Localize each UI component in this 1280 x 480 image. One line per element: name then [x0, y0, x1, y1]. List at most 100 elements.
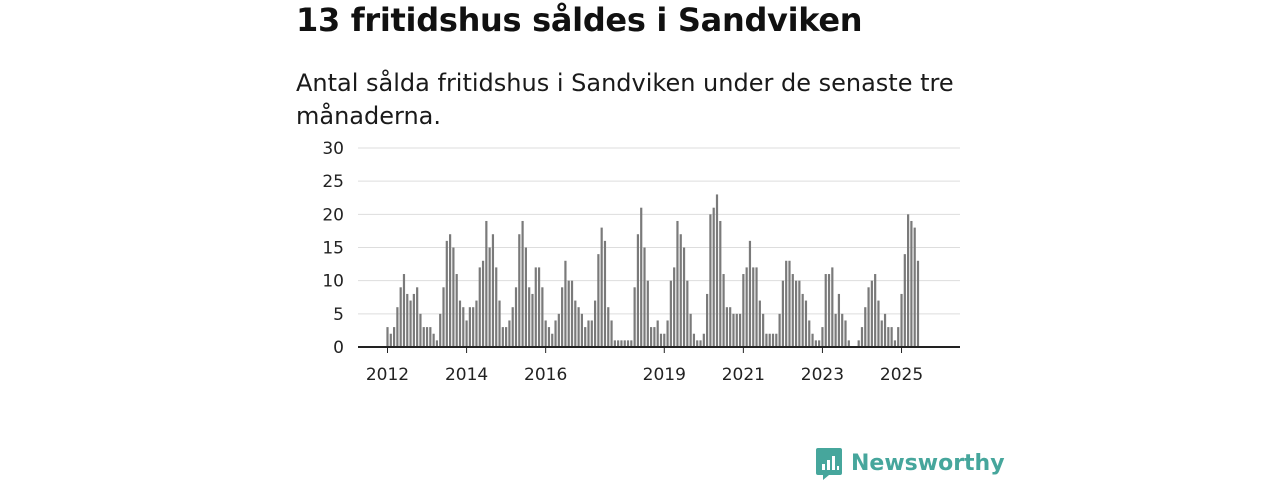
x-tick-label: 2016	[524, 365, 567, 385]
bar	[729, 307, 732, 347]
bar	[653, 327, 656, 347]
bar	[402, 274, 406, 347]
bar	[547, 327, 551, 347]
bar	[439, 313, 442, 347]
bar	[867, 287, 870, 347]
bar	[636, 234, 640, 347]
bar	[495, 267, 498, 347]
bar	[626, 340, 630, 347]
bar	[890, 327, 893, 347]
bar	[416, 287, 419, 347]
bar	[663, 333, 666, 347]
bar	[699, 340, 702, 347]
bar	[623, 340, 626, 347]
bar	[877, 300, 880, 347]
bar	[485, 220, 488, 347]
bar	[481, 260, 485, 347]
bar	[429, 327, 432, 347]
bar	[551, 333, 554, 347]
bar	[472, 307, 475, 347]
bar	[613, 340, 616, 347]
bar	[386, 327, 389, 347]
bar	[564, 260, 567, 347]
bar	[785, 260, 788, 347]
bar	[771, 333, 775, 347]
x-tick-label: 2021	[722, 365, 765, 385]
bar	[468, 307, 471, 347]
bar	[475, 300, 478, 347]
newsworthy-logo: Newsworthy	[815, 447, 1005, 480]
bar	[455, 274, 458, 347]
bar	[524, 247, 527, 347]
bar	[808, 320, 811, 347]
bar	[534, 267, 537, 347]
bar	[491, 234, 495, 347]
bar	[544, 320, 547, 347]
bar	[574, 300, 577, 347]
bar	[425, 327, 429, 347]
bar	[465, 320, 468, 347]
bar	[669, 280, 672, 347]
bar	[804, 300, 808, 347]
bar	[900, 293, 903, 347]
bar	[508, 320, 511, 347]
bar	[762, 313, 765, 347]
bar	[607, 307, 610, 347]
bar	[870, 280, 873, 347]
bar	[907, 214, 910, 347]
bar	[692, 333, 696, 347]
bar	[501, 327, 504, 347]
bar	[860, 327, 864, 347]
bar	[824, 274, 827, 347]
bar	[745, 267, 748, 347]
bar	[725, 307, 728, 347]
bar	[498, 300, 501, 347]
bar	[656, 320, 659, 347]
bar	[818, 340, 821, 347]
bar	[791, 274, 794, 347]
y-tick-label: 30	[322, 139, 344, 159]
y-tick-label: 10	[322, 272, 344, 292]
bar	[689, 313, 692, 347]
bar	[755, 267, 758, 347]
y-tick-label: 25	[322, 172, 344, 192]
bar	[738, 313, 742, 347]
bar	[748, 240, 752, 347]
x-tick-label: 2012	[366, 365, 409, 385]
bar	[432, 333, 435, 347]
bar	[406, 293, 409, 347]
bar	[561, 287, 564, 347]
bar	[827, 274, 831, 347]
bar	[831, 267, 834, 347]
bar	[462, 307, 465, 347]
bar	[696, 340, 699, 347]
bar	[719, 220, 722, 347]
bar	[887, 327, 890, 347]
bar	[587, 320, 590, 347]
bar	[511, 307, 514, 347]
bar	[702, 333, 705, 347]
subtitle: Antal sålda fritidshus i Sandviken under…	[296, 69, 954, 130]
bar	[709, 214, 712, 347]
bar	[874, 274, 877, 347]
bar	[422, 327, 425, 347]
bar	[435, 340, 439, 347]
headline: 13 fritidshus såldes i Sandviken	[296, 1, 863, 39]
data-label: 13	[922, 0, 942, 4]
bar	[610, 320, 613, 347]
bar	[419, 313, 422, 347]
bar	[412, 293, 415, 347]
bar	[528, 287, 531, 347]
bar	[673, 267, 676, 347]
bar	[857, 340, 860, 347]
bar	[505, 327, 508, 347]
bar	[864, 307, 867, 347]
bar	[732, 313, 735, 347]
bar	[409, 300, 412, 347]
bar	[880, 320, 883, 347]
bar	[521, 220, 524, 347]
bar	[537, 267, 541, 347]
bar	[735, 313, 738, 347]
bar	[392, 327, 396, 347]
